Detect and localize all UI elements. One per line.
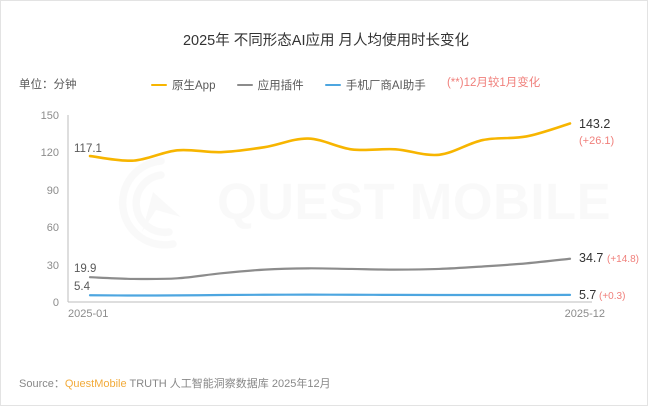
svg-text:30: 30 [47,260,59,272]
svg-text:150: 150 [41,110,59,122]
svg-text:5.7: 5.7 [579,288,596,302]
svg-text:90: 90 [47,185,59,197]
svg-text:60: 60 [47,222,59,234]
svg-text:5.4: 5.4 [74,281,91,293]
svg-text:143.2: 143.2 [579,117,610,131]
svg-text:QUEST MOBILE: QUEST MOBILE [217,173,611,230]
svg-text:120: 120 [41,147,59,159]
svg-text:(+26.1): (+26.1) [579,135,614,147]
svg-text:2025-12: 2025-12 [565,308,605,320]
svg-text:0: 0 [53,297,59,309]
svg-text:(+0.3): (+0.3) [599,291,625,302]
svg-text:(+14.8): (+14.8) [607,254,639,265]
svg-text:117.1: 117.1 [74,143,102,155]
svg-text:34.7: 34.7 [579,251,603,265]
svg-text:19.9: 19.9 [74,263,96,275]
svg-text:2025-01: 2025-01 [68,308,108,320]
